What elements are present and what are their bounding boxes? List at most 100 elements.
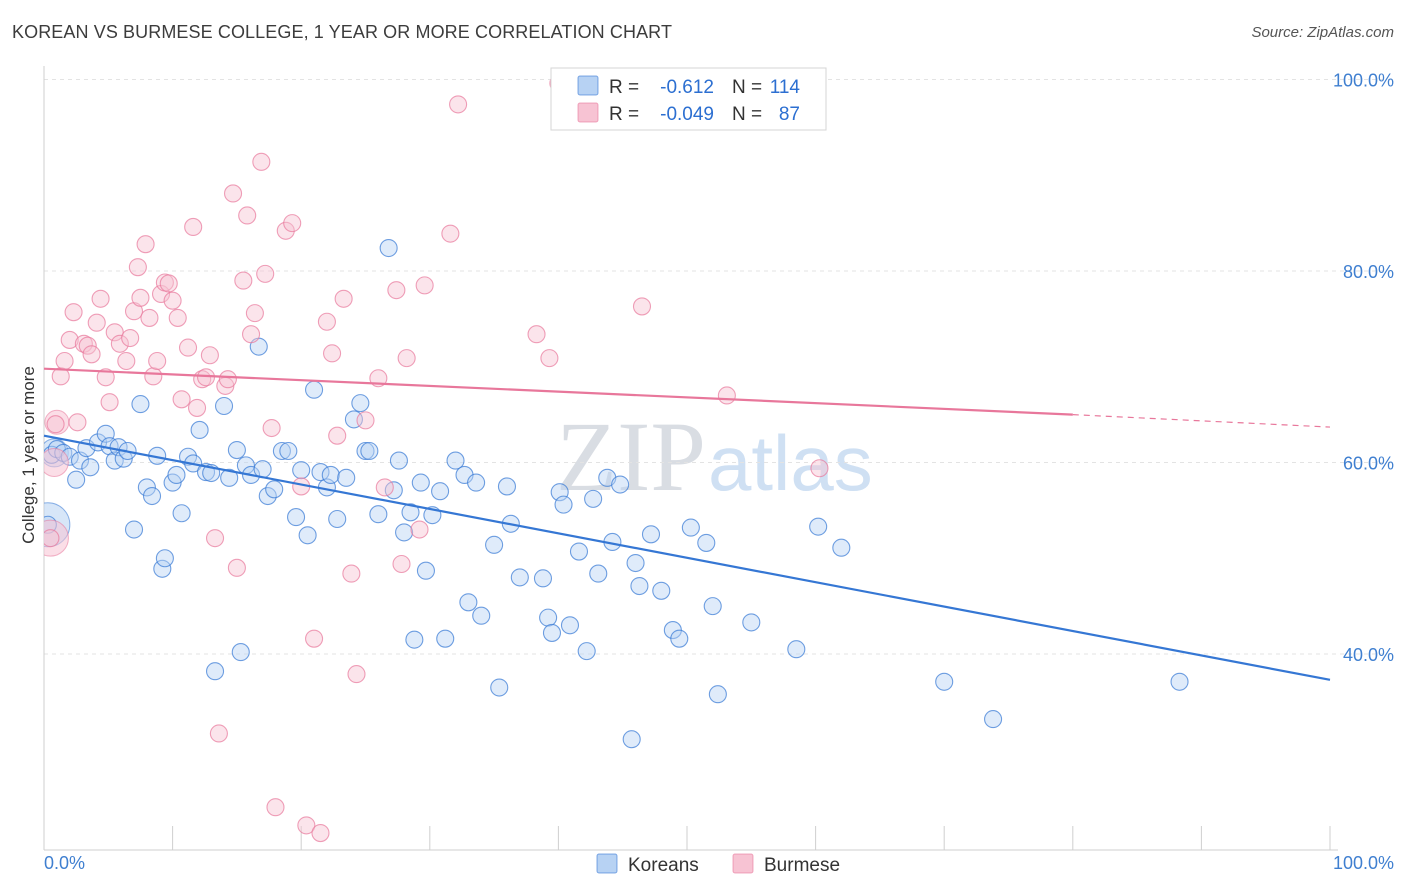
gridlines [44, 79, 1394, 655]
point-burmese [323, 344, 342, 363]
point-koreans [490, 678, 509, 697]
point-burmese [441, 224, 460, 243]
point-burmese [342, 564, 361, 583]
point-burmese [91, 289, 110, 308]
point-burmese [334, 289, 353, 308]
point-koreans [220, 468, 239, 487]
point-koreans [577, 642, 596, 661]
point-burmese [297, 816, 316, 835]
y-tick-labels: 100.0% 80.0% 60.0% 40.0% [1333, 71, 1394, 666]
point-koreans [708, 685, 727, 704]
legend-r-label-koreans: R = [609, 77, 639, 98]
point-burmese [117, 351, 136, 371]
point-koreans [379, 238, 398, 258]
point-burmese [218, 370, 237, 389]
point-koreans [105, 451, 124, 470]
point-koreans [214, 396, 234, 416]
point-burmese [356, 411, 375, 430]
legend-n-label-koreans: N = [732, 77, 762, 98]
point-burmese-large [44, 448, 69, 477]
bottom-legend-label-koreans: Koreans [628, 855, 699, 876]
point-burmese [96, 368, 115, 387]
point-burmese [44, 529, 60, 548]
trend-line-burmese-extension [1072, 414, 1331, 428]
point-koreans [231, 643, 250, 662]
point-koreans [305, 380, 324, 399]
point-koreans [205, 662, 225, 681]
point-koreans [459, 593, 478, 612]
point-burmese [256, 264, 275, 283]
point-burmese [205, 529, 225, 548]
point-koreans [467, 473, 486, 492]
point-burmese [387, 281, 406, 300]
point-burmese [311, 824, 330, 843]
point-koreans [539, 608, 558, 627]
point-koreans [935, 672, 954, 691]
point-koreans [351, 394, 370, 413]
point-koreans [533, 569, 553, 588]
point-koreans [630, 576, 649, 596]
point-burmese [317, 312, 336, 331]
point-koreans [298, 526, 317, 545]
point-burmese [262, 418, 281, 438]
trend-line-burmese [43, 367, 1073, 416]
point-burmese [82, 345, 101, 364]
y-axis-label: College, 1 year or more [19, 366, 38, 544]
point-burmese [184, 217, 203, 237]
legend-r-label-burmese: R = [609, 104, 639, 125]
point-burmese [110, 334, 129, 353]
x-tick-label-max: 100.0% [1333, 853, 1394, 873]
point-burmese [252, 152, 271, 171]
point-koreans [436, 629, 455, 648]
point-burmese [276, 221, 295, 240]
y-tick-label: 100.0% [1333, 71, 1394, 91]
point-burmese [168, 308, 187, 327]
point-burmese [305, 629, 324, 648]
point-koreans [279, 441, 298, 461]
point-koreans [542, 623, 562, 642]
point-koreans [641, 525, 661, 544]
point-koreans [1170, 672, 1189, 691]
point-koreans [554, 495, 573, 514]
point-koreans [167, 465, 186, 484]
point-burmese [632, 297, 652, 316]
point-koreans [360, 441, 379, 461]
point-burmese [178, 338, 198, 357]
chart-title: KOREAN VS BURMESE COLLEGE, 1 YEAR OR MOR… [12, 22, 673, 42]
point-burmese [159, 274, 178, 293]
legend-top: R = -0.612 N = 114 R = -0.049 N = 87 [550, 67, 827, 131]
point-koreans [131, 395, 150, 414]
point-koreans [416, 561, 435, 580]
legend-n-value-burmese: 87 [779, 104, 800, 125]
point-burmese [64, 303, 83, 322]
point-koreans [510, 568, 529, 587]
point-burmese [60, 330, 79, 349]
point-burmese [140, 308, 159, 327]
point-koreans [584, 489, 603, 508]
point-koreans [153, 559, 172, 578]
point-koreans [356, 441, 375, 461]
trend-line-koreans [43, 434, 1331, 681]
point-koreans [311, 463, 330, 482]
y-tick-label: 40.0% [1343, 645, 1394, 665]
point-burmese [68, 413, 87, 432]
point-burmese [144, 367, 163, 386]
point-burmese [397, 349, 416, 368]
point-koreans [832, 538, 851, 557]
x-tick-label-min: 0.0% [44, 853, 85, 873]
point-koreans [287, 508, 306, 527]
point-koreans [272, 441, 291, 461]
point-koreans [589, 564, 608, 583]
point-burmese [810, 459, 829, 478]
point-koreans [258, 486, 277, 506]
point-burmese [46, 415, 65, 434]
point-koreans [137, 478, 156, 497]
point-koreans [265, 480, 284, 499]
point-koreans [497, 477, 517, 496]
point-koreans [124, 520, 144, 539]
point-koreans [67, 470, 86, 489]
legend-n-value-koreans: 114 [770, 77, 801, 98]
point-koreans [405, 630, 424, 649]
point-koreans [395, 523, 414, 542]
